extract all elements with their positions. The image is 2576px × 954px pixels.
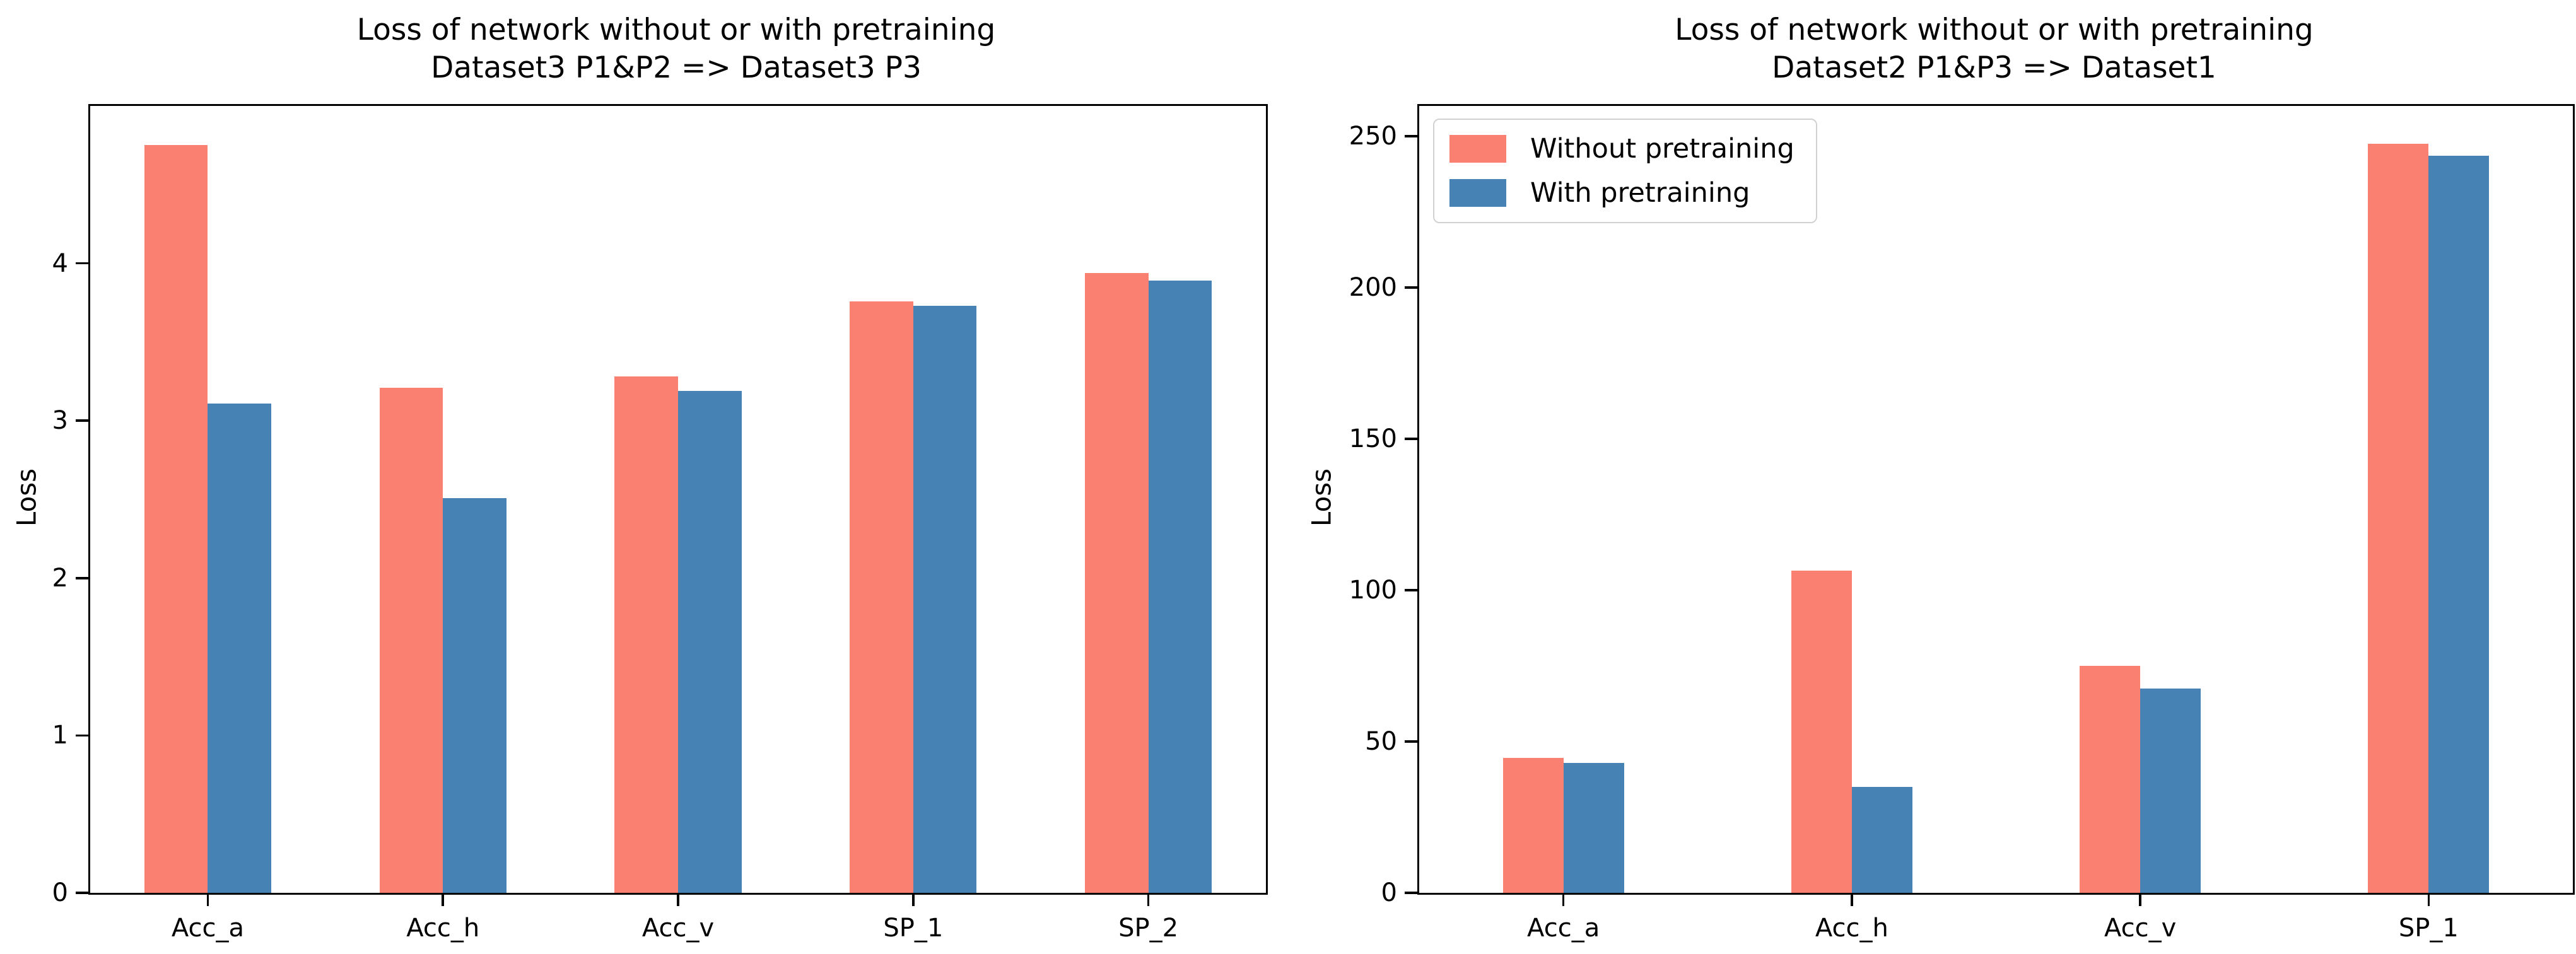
bar-with-pretraining-SP_1 xyxy=(913,306,977,893)
y-tick-label: 0 xyxy=(1381,878,1397,907)
y-tick-label: 200 xyxy=(1349,273,1397,302)
legend: Without pretraining With pretraining xyxy=(1433,119,1817,223)
x-tick-mark xyxy=(2427,895,2430,906)
bar-without-pretraining-Acc_a xyxy=(144,145,208,893)
bar-with-pretraining-Acc_h xyxy=(1851,787,1912,893)
bar-without-pretraining-SP_2 xyxy=(1084,272,1149,893)
y-tick-mark xyxy=(76,892,88,894)
legend-label: Without pretraining xyxy=(1530,133,1794,165)
bar-with-pretraining-Acc_a xyxy=(1563,762,1624,893)
legend-swatch-without-pretraining xyxy=(1449,135,1506,163)
y-tick-mark xyxy=(1405,740,1417,743)
x-tick-mark xyxy=(2139,895,2141,906)
y-tick-mark xyxy=(1405,438,1417,440)
chart-subtitle: Dataset2 P1&P3 => Dataset1 xyxy=(1772,50,2216,85)
bar-without-pretraining-Acc_h xyxy=(379,387,443,893)
chart-title-block: Loss of network without or with pretrain… xyxy=(88,11,1264,87)
chart-title: Loss of network without or with pretrain… xyxy=(1675,13,2314,47)
bar-without-pretraining-SP_1 xyxy=(850,301,913,893)
y-tick-label: 1 xyxy=(52,721,68,750)
bar-with-pretraining-SP_2 xyxy=(1148,281,1212,893)
y-tick-mark xyxy=(76,734,88,737)
x-tick-label: Acc_h xyxy=(406,914,480,943)
chart-title-block: Loss of network without or with pretrain… xyxy=(1417,11,2571,87)
legend-row: Without pretraining xyxy=(1449,132,1794,165)
y-tick-mark xyxy=(1405,135,1417,137)
bar-without-pretraining-Acc_h xyxy=(1791,570,1852,893)
bar-with-pretraining-Acc_h xyxy=(443,497,506,893)
bar-with-pretraining-Acc_a xyxy=(208,403,272,893)
y-tick-label: 150 xyxy=(1349,424,1397,453)
y-tick-label: 0 xyxy=(52,878,68,907)
legend-label: With pretraining xyxy=(1530,177,1750,209)
bar-without-pretraining-Acc_v xyxy=(614,376,678,893)
y-tick-label: 100 xyxy=(1349,576,1397,605)
x-tick-label: Acc_h xyxy=(1815,914,1888,943)
x-tick-label: Acc_v xyxy=(2104,914,2177,943)
bar-with-pretraining-Acc_v xyxy=(2140,689,2201,893)
x-tick-mark xyxy=(1851,895,1853,906)
bar-with-pretraining-Acc_v xyxy=(678,390,742,893)
y-tick-label: 3 xyxy=(52,406,68,436)
y-tick-mark xyxy=(1405,892,1417,894)
chart-subtitle: Dataset3 P1&P2 => Dataset3 P3 xyxy=(431,50,922,85)
x-tick-label: SP_2 xyxy=(1118,914,1179,943)
y-tick-mark xyxy=(76,419,88,422)
y-tick-mark xyxy=(1405,286,1417,289)
bar-without-pretraining-Acc_v xyxy=(2080,666,2141,893)
y-tick-label: 250 xyxy=(1349,122,1397,151)
legend-row: With pretraining xyxy=(1449,177,1794,209)
y-tick-label: 4 xyxy=(52,248,68,278)
bar-without-pretraining-SP_1 xyxy=(2368,144,2429,893)
x-tick-label: Acc_a xyxy=(171,914,244,943)
x-tick-mark xyxy=(442,895,444,906)
x-tick-label: Acc_v xyxy=(641,914,715,943)
x-tick-mark xyxy=(206,895,209,906)
x-tick-label: Acc_a xyxy=(1527,914,1600,943)
plot-area: Without pretraining With pretraining 0 50… xyxy=(1349,104,2575,943)
x-tick-mark xyxy=(1562,895,1565,906)
chart-title: Loss of network without or with pretrain… xyxy=(356,13,996,47)
y-tick-label: 50 xyxy=(1365,727,1397,756)
x-tick-label: SP_1 xyxy=(2398,914,2459,943)
y-tick-label: 2 xyxy=(52,563,68,593)
bar-with-pretraining-SP_1 xyxy=(2428,156,2490,893)
x-tick-mark xyxy=(912,895,915,906)
y-axis-label: Loss xyxy=(1306,468,1337,527)
y-tick-mark xyxy=(76,577,88,579)
x-tick-mark xyxy=(677,895,679,906)
bar-without-pretraining-Acc_a xyxy=(1502,758,1564,893)
x-tick-label: SP_1 xyxy=(883,914,944,943)
y-tick-mark xyxy=(76,262,88,265)
y-tick-mark xyxy=(1405,589,1417,591)
x-tick-mark xyxy=(1147,895,1150,906)
legend-swatch-with-pretraining xyxy=(1449,179,1506,207)
plot-area: 0 1 2 3 4 Acc_a Acc_h Acc_v SP_1 SP_2 xyxy=(52,104,1268,943)
